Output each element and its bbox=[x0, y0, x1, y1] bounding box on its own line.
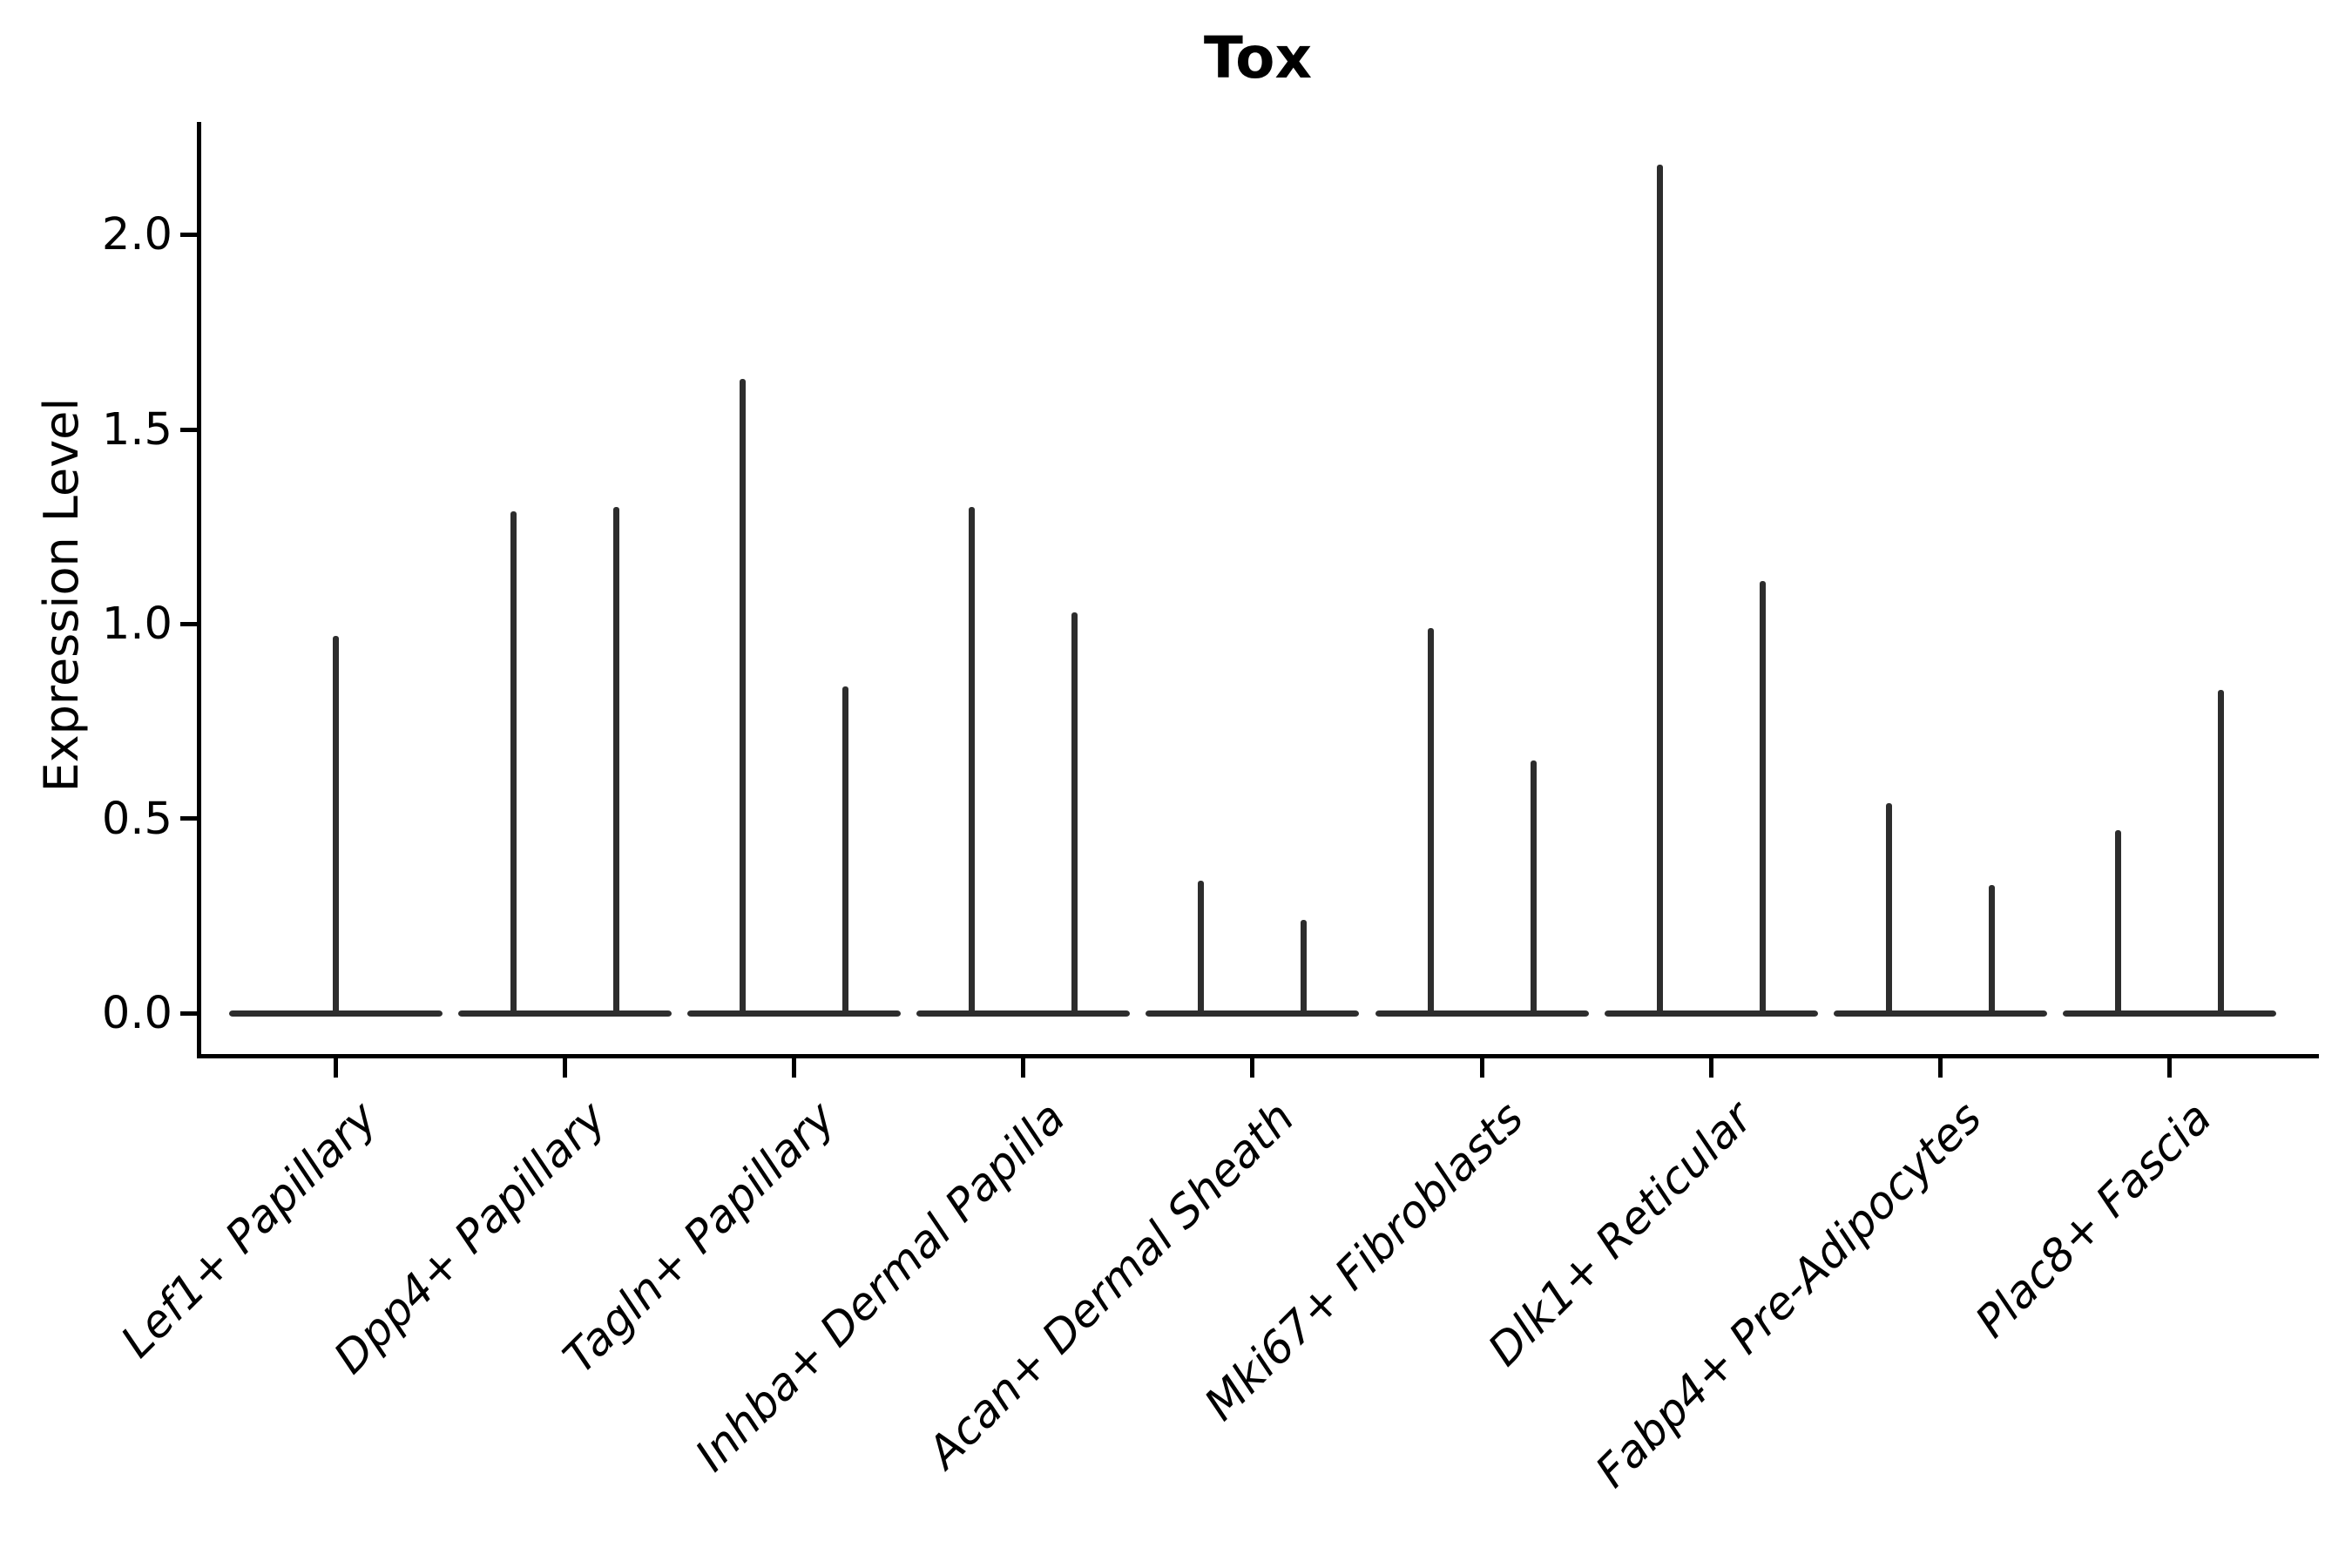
plot-title: Tox bbox=[1203, 24, 1313, 91]
x-tick-mark bbox=[1021, 1058, 1026, 1078]
x-axis-line bbox=[197, 1054, 2319, 1058]
violin-spike bbox=[1988, 884, 1995, 1016]
violin-spike bbox=[2115, 830, 2122, 1016]
x-label-lef1-papillary: Lef1+ Papillary bbox=[112, 1092, 388, 1369]
x-tick-mark bbox=[791, 1058, 796, 1078]
violin-spike bbox=[1656, 165, 1663, 1016]
y-tick-mark bbox=[180, 816, 198, 821]
x-tick-mark bbox=[1708, 1058, 1713, 1078]
x-tick-mark bbox=[333, 1058, 338, 1078]
violin-spike bbox=[969, 507, 976, 1016]
violin-baseline bbox=[1833, 1010, 2047, 1017]
y-tick-label-1.5: 1.5 bbox=[101, 404, 172, 456]
y-axis-line bbox=[197, 122, 201, 1058]
y-tick-label-0.5: 0.5 bbox=[101, 794, 172, 845]
y-tick-mark bbox=[180, 1010, 198, 1016]
violin-baseline bbox=[2063, 1010, 2277, 1017]
violin-baseline bbox=[916, 1010, 1131, 1017]
x-label-dpp4-papillary: Dpp4+ Papillary bbox=[324, 1092, 617, 1384]
violin-spike bbox=[1530, 760, 1537, 1016]
violin-baseline bbox=[457, 1010, 672, 1017]
x-tick-mark bbox=[2167, 1058, 2173, 1078]
x-tick-mark bbox=[562, 1058, 567, 1078]
x-label-inhba-dermal-papilla: Inhba+ Dermal Papilla bbox=[686, 1092, 1076, 1483]
x-tick-mark bbox=[1479, 1058, 1484, 1078]
violin-spike bbox=[1427, 627, 1434, 1016]
x-label-mki67-fibroblasts: Mki67+ Fibroblasts bbox=[1195, 1092, 1534, 1431]
violin-baseline bbox=[1146, 1010, 1360, 1017]
x-tick-mark bbox=[1937, 1058, 1943, 1078]
violin-spike bbox=[332, 635, 339, 1016]
x-label-plac8-fascia: Plac8+ Fascia bbox=[1965, 1092, 2222, 1348]
violin-spike bbox=[2218, 690, 2225, 1016]
y-tick-label-0.0: 0.0 bbox=[101, 988, 172, 1039]
y-tick-mark bbox=[180, 427, 198, 432]
violin-spike bbox=[1885, 802, 1892, 1016]
violin-spike bbox=[841, 686, 848, 1016]
x-label-acan-dermal-sheath: Acan+ Dermal Sheath bbox=[918, 1092, 1305, 1479]
violin-spike bbox=[510, 510, 517, 1016]
violin-baseline bbox=[1604, 1010, 1818, 1017]
violin-spike bbox=[1071, 612, 1078, 1016]
x-tick-mark bbox=[1250, 1058, 1255, 1078]
x-label-fabp4-pre-adipocytes: Fabp4+ Pre-Adipocytes bbox=[1586, 1092, 1992, 1498]
violin-spike bbox=[1301, 919, 1308, 1016]
y-tick-label-1.0: 1.0 bbox=[101, 598, 172, 650]
y-tick-label-2.0: 2.0 bbox=[101, 209, 172, 260]
violin-baseline bbox=[686, 1010, 901, 1017]
violin-spike bbox=[739, 379, 746, 1016]
violin-spike bbox=[1759, 581, 1766, 1016]
x-label-tagln-papillary: Tagln+ Papillary bbox=[554, 1092, 846, 1384]
y-tick-mark bbox=[180, 233, 198, 238]
violin-spike bbox=[612, 507, 619, 1016]
violin-spike bbox=[1198, 881, 1205, 1016]
x-label-dlk1-reticular: Dlk1+ Reticular bbox=[1478, 1092, 1763, 1376]
y-tick-mark bbox=[180, 621, 198, 626]
violin-baseline bbox=[1375, 1010, 1589, 1017]
